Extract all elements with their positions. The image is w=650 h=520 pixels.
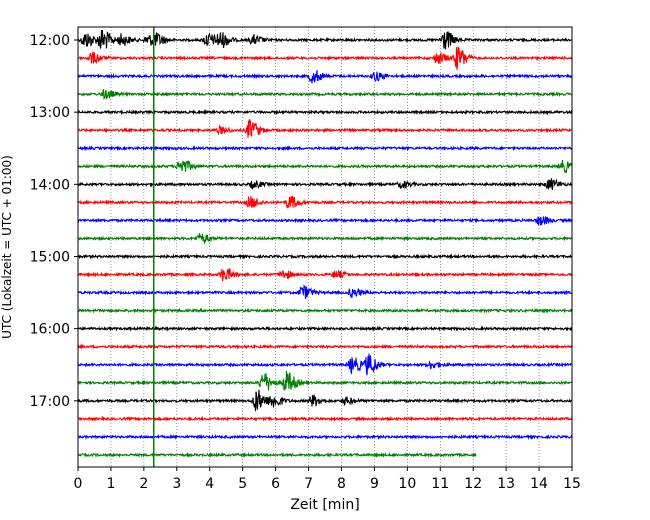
x-tick-label: 14 (530, 476, 548, 492)
x-tick-label: 8 (337, 476, 346, 492)
x-tick-label: 10 (398, 476, 416, 492)
trace-row (77, 284, 573, 300)
trace-row (77, 215, 573, 226)
x-tick-label: 2 (139, 476, 148, 492)
trace-row (77, 325, 573, 332)
trace-row (77, 159, 573, 174)
x-tick-label: 9 (370, 476, 379, 492)
trace-row (77, 267, 573, 282)
seismogram-traces (77, 29, 573, 459)
trace-row (77, 70, 573, 84)
trace-row (77, 253, 573, 260)
trace-row (77, 343, 573, 350)
x-tick-label: 15 (563, 476, 581, 492)
x-tick-label: 6 (271, 476, 280, 492)
y-tick-label: 12:00 (30, 33, 70, 49)
trace-row (77, 433, 573, 441)
y-tick-label: 15:00 (30, 249, 70, 265)
trace-row (77, 415, 573, 422)
trace-row (77, 233, 573, 245)
trace-row (77, 178, 573, 190)
trace-row (77, 89, 573, 101)
x-tick-label: 4 (205, 476, 214, 492)
trace-row (77, 389, 573, 412)
x-tick-label: 5 (238, 476, 247, 492)
x-tick-label: 12 (464, 476, 482, 492)
x-tick-label: 13 (497, 476, 515, 492)
trace-row (77, 353, 572, 376)
y-axis-label: UTC (Lokalzeit = UTC + 01:00) (0, 155, 14, 339)
plot-frame (77, 26, 573, 468)
x-tick-label: 0 (74, 476, 83, 492)
trace-row (77, 46, 573, 70)
trace-row (77, 145, 573, 152)
x-axis-ticks: 0 1 2 3 4 5 6 7 8 9 10 11 12 13 14 15 (74, 467, 581, 492)
trace-row (77, 119, 573, 138)
y-tick-label: 13:00 (30, 105, 70, 121)
x-axis-label: Zeit [min] (290, 497, 359, 513)
y-tick-label: 16:00 (30, 322, 70, 338)
trace-row (77, 451, 477, 459)
trace-row (77, 370, 573, 391)
trace-row (77, 29, 573, 50)
trace-row (77, 195, 573, 209)
x-tick-label: 3 (172, 476, 181, 492)
y-tick-label: 14:00 (30, 177, 70, 193)
x-tick-label: 1 (106, 476, 115, 492)
vertical-grid (110, 27, 540, 467)
y-axis-ticks: 12:00 13:00 14:00 15:00 16:00 17:00 (30, 33, 78, 410)
y-tick-label: 17:00 (30, 394, 70, 410)
trace-row (77, 108, 573, 116)
x-tick-label: 7 (304, 476, 313, 492)
trace-row (78, 307, 573, 314)
x-tick-label: 11 (431, 476, 449, 492)
